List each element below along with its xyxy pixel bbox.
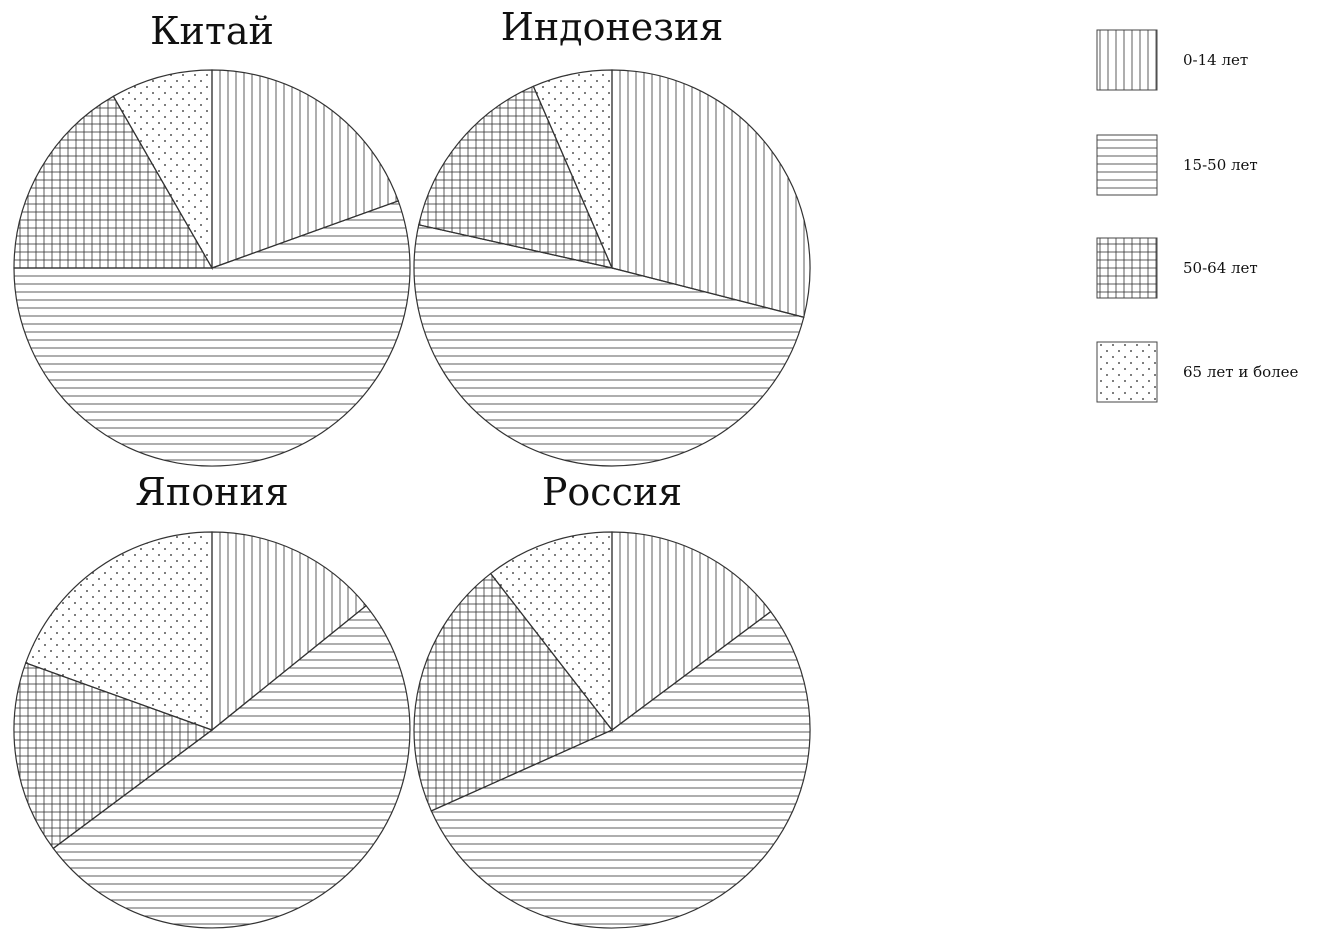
pie-slice-0-14 (211, 69, 400, 269)
pie-slice-50-64 (413, 572, 613, 812)
pie-title-russia: Россия (542, 470, 682, 514)
pie-slice-65-plus (489, 531, 613, 732)
pie-slice-0-14 (611, 531, 772, 732)
pie-slice-65-plus (112, 69, 213, 271)
pie-slice-15-50 (13, 200, 411, 467)
legend-label-50-64: 50-64 лет (1183, 259, 1258, 277)
pie-slice-50-64 (418, 85, 614, 269)
legend-swatch-horizontal-lines (1096, 134, 1158, 196)
pie-title-china: Китай (150, 9, 274, 53)
pie-slice-65-plus (532, 69, 613, 269)
legend-swatch-dots (1096, 341, 1158, 403)
pie-slice-15-50 (52, 604, 411, 929)
pie-japan: Япония (13, 470, 411, 929)
legend-item-15-50: 15-50 лет (1096, 134, 1258, 196)
pie-slice-0-14 (611, 69, 811, 318)
legend-item-65-plus: 65 лет и более (1096, 341, 1299, 403)
pie-slice-15-50 (413, 224, 805, 467)
pie-slice-50-64 (13, 662, 214, 850)
pie-china: Китай (13, 9, 411, 467)
legend-label-15-50: 15-50 лет (1183, 156, 1258, 174)
pie-slice-15-50 (430, 610, 811, 929)
pie-title-indonesia: Индонезия (501, 5, 724, 49)
legend-label-0-14: 0-14 лет (1183, 51, 1248, 69)
pie-slice-65-plus (24, 531, 213, 731)
legend-swatch-grid (1096, 237, 1158, 299)
legend-item-0-14: 0-14 лет (1096, 29, 1248, 91)
legend: 0-14 лет 15-50 лет 50-64 лет 65 лет и бо… (1096, 29, 1299, 403)
pie-title-japan: Япония (135, 470, 289, 514)
pie-indonesia: Индонезия (413, 5, 811, 467)
pie-slice-50-64 (13, 95, 214, 269)
legend-label-65-plus: 65 лет и более (1183, 363, 1299, 381)
legend-item-50-64: 50-64 лет (1096, 237, 1258, 299)
pie-russia: Россия (413, 470, 811, 929)
pie-slice-0-14 (211, 531, 367, 732)
legend-swatch-vertical-lines (1096, 29, 1158, 91)
